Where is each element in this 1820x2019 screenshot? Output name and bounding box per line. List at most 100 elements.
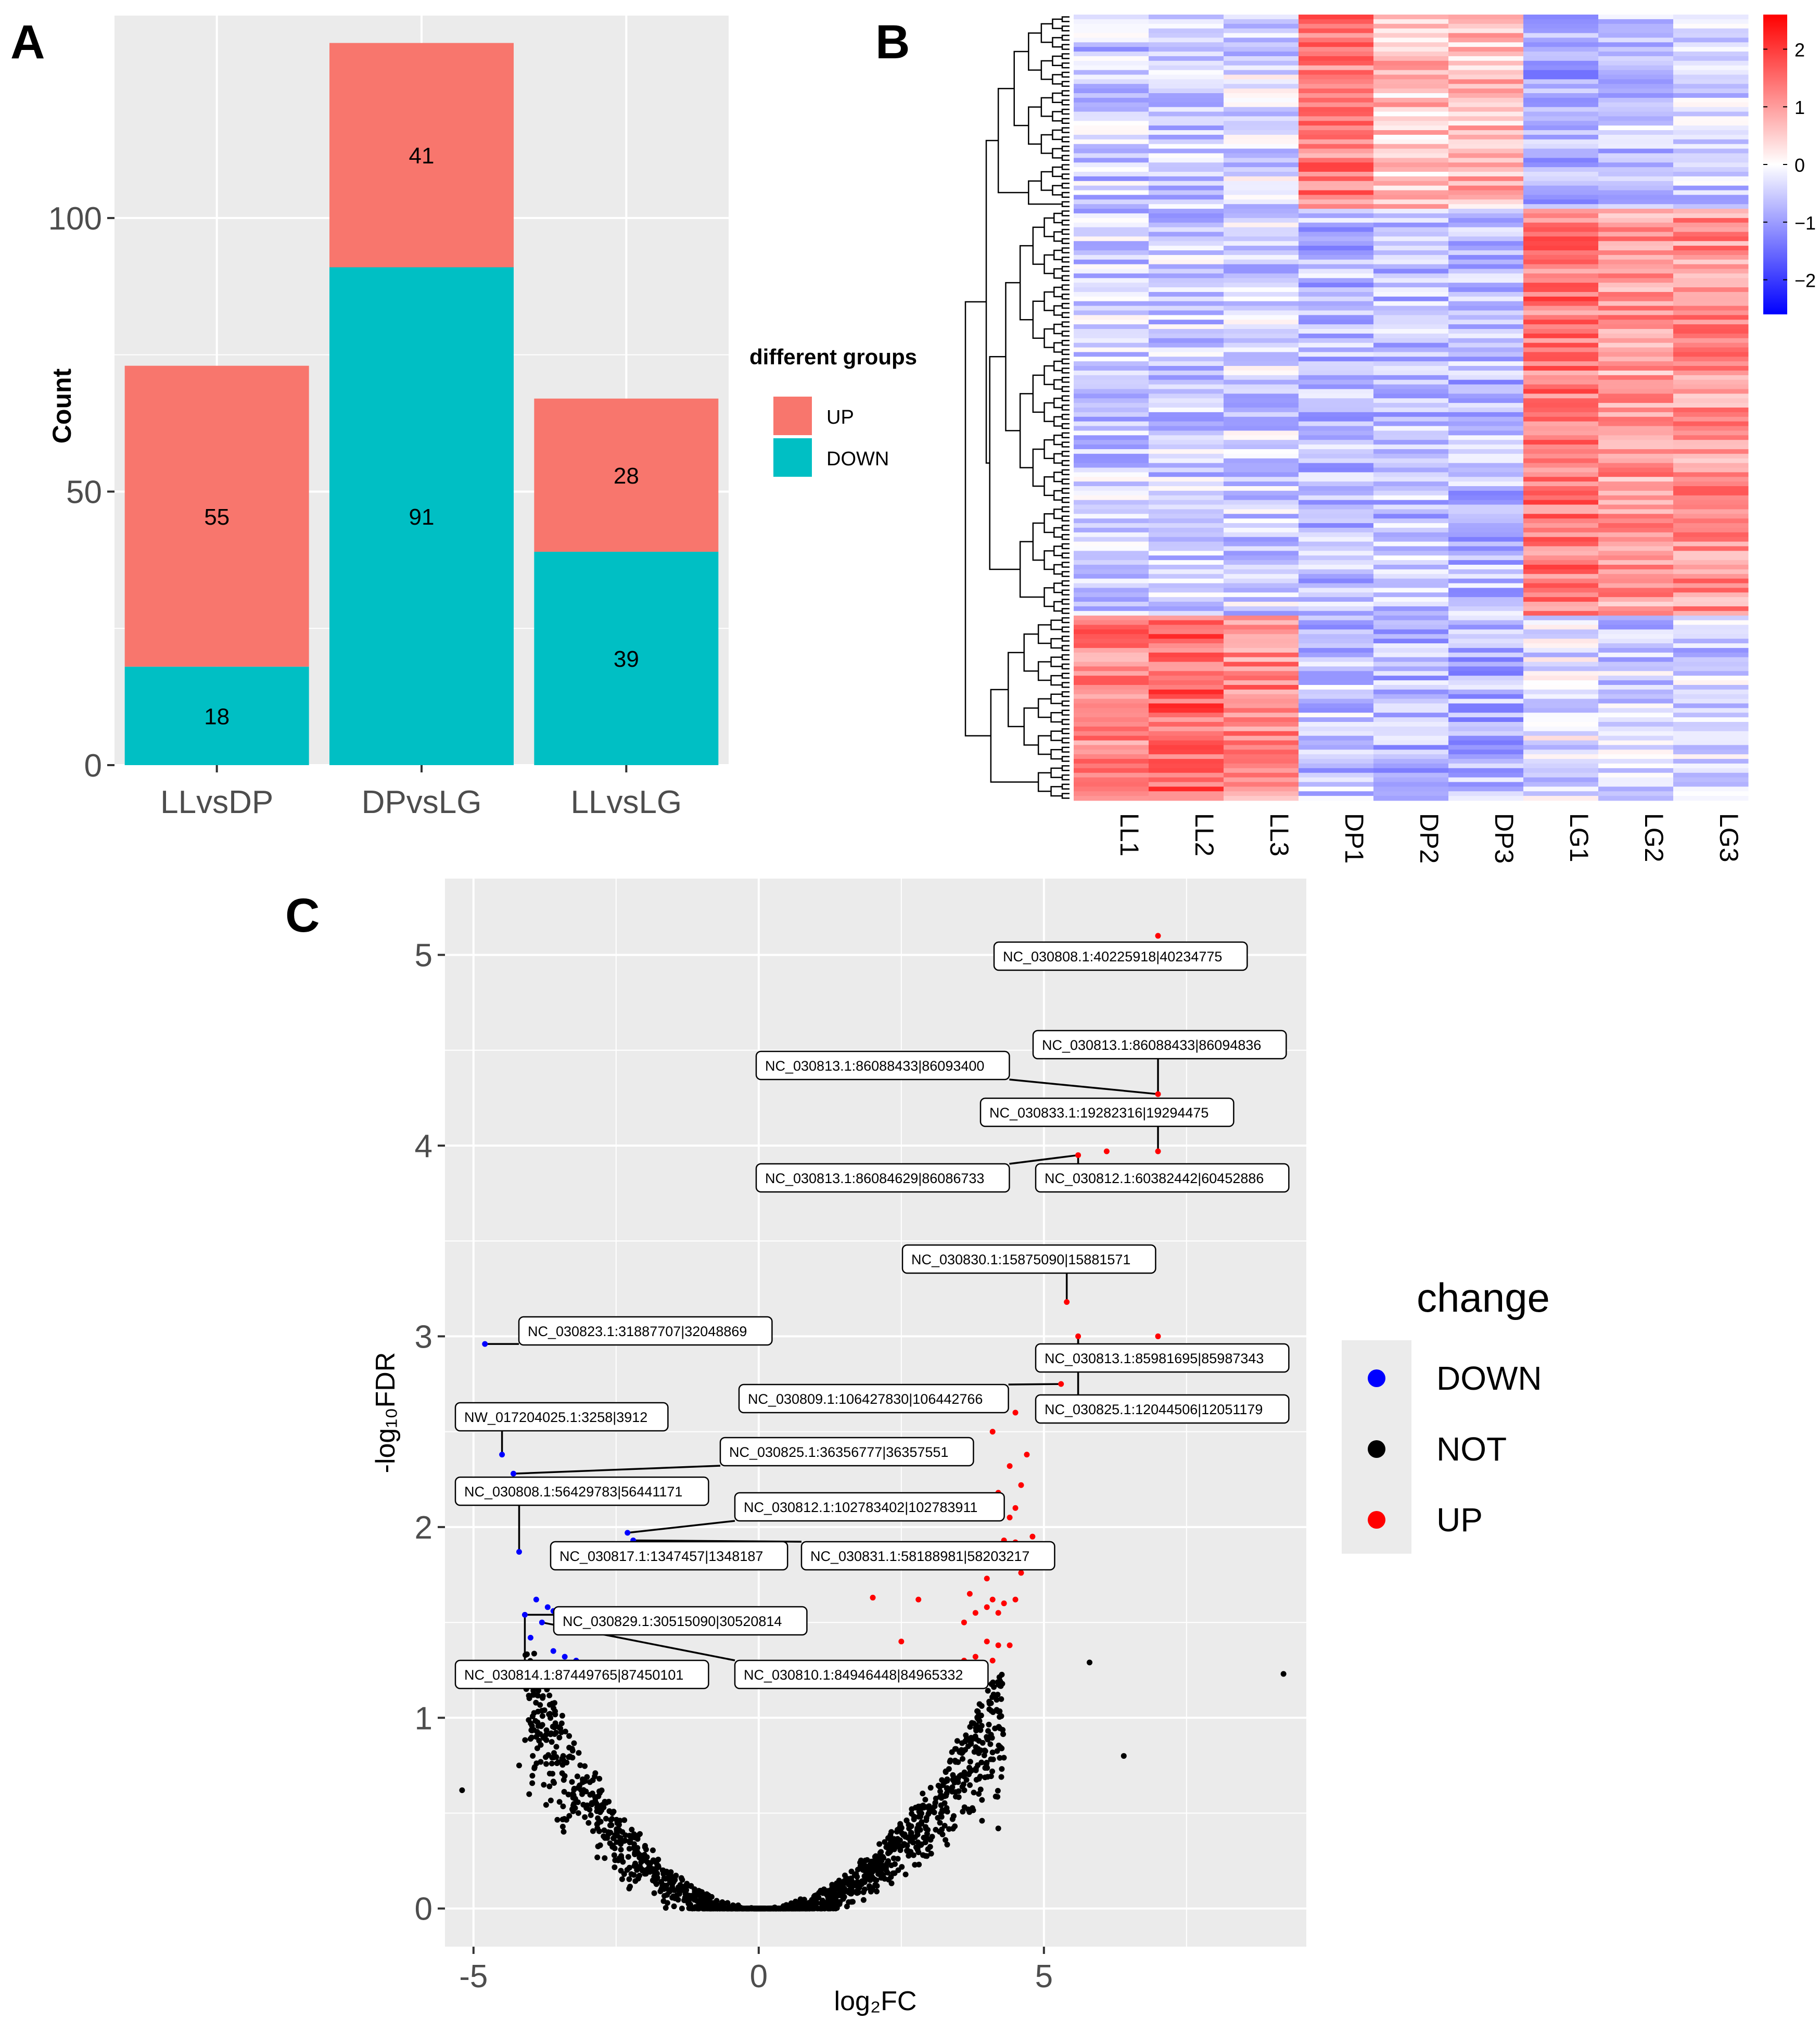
heatmap-cell (1149, 449, 1224, 454)
bar-x-tick-label: LLvsDP (160, 784, 273, 820)
heatmap-cell (1224, 699, 1299, 704)
heatmap-cell (1299, 269, 1374, 274)
heatmap-cell (1074, 588, 1149, 593)
heatmap-cell (1224, 694, 1299, 700)
volcano-point-not (952, 1746, 958, 1752)
heatmap-cell (1373, 250, 1449, 256)
heatmap-cell (1598, 283, 1674, 288)
volcano-point-not (927, 1785, 934, 1791)
volcano-point-not (918, 1813, 924, 1820)
heatmap-cell (1149, 504, 1224, 510)
volcano-label-text: NC_030808.1:40225918|40234775 (1003, 949, 1222, 964)
heatmap-cell (1224, 347, 1299, 352)
volcano-point-not (855, 1866, 861, 1873)
heatmap-cell (1598, 291, 1674, 297)
volcano-point-not (937, 1788, 944, 1795)
heatmap-cell (1598, 523, 1674, 528)
heatmap-cell (1523, 588, 1599, 593)
heatmap-cell (1074, 750, 1149, 755)
heatmap-cell (1299, 796, 1374, 801)
heatmap-cell (1673, 33, 1749, 38)
heatmap-cell (1598, 430, 1674, 436)
heatmap-cell (1598, 403, 1674, 408)
heatmap-cell (1598, 352, 1674, 357)
volcano-point-not (856, 1885, 862, 1891)
volcano-point-not (797, 1902, 804, 1909)
heatmap-cell (1448, 209, 1524, 214)
heatmap-cell (1523, 546, 1599, 551)
heatmap-cell (1074, 33, 1149, 38)
heatmap-cell (1598, 389, 1674, 394)
heatmap-cell (1149, 195, 1224, 200)
volcano-point-not (994, 1748, 1000, 1754)
heatmap-cell (1523, 139, 1599, 145)
heatmap-cell (1448, 329, 1524, 334)
volcano-point-not (618, 1837, 624, 1844)
volcano-point-not (599, 1807, 605, 1813)
heatmap-cell (1299, 315, 1374, 320)
heatmap-cell (1598, 463, 1674, 468)
heatmap-cell (1299, 514, 1374, 519)
heatmap-cell (1673, 296, 1749, 302)
volcano-point-not (920, 1852, 926, 1858)
heatmap-cell (1074, 555, 1149, 561)
heatmap-cell (1224, 634, 1299, 639)
heatmap-cell (1299, 246, 1374, 251)
volcano-point-not (992, 1725, 998, 1732)
heatmap-cell (1224, 97, 1299, 103)
volcano-point-not (927, 1837, 934, 1843)
bar-down-LLvsLG (534, 552, 719, 765)
heatmap-cell (1448, 134, 1524, 140)
heatmap-cell (1673, 606, 1749, 612)
heatmap-cell (1074, 342, 1149, 348)
heatmap-cell (1523, 440, 1599, 445)
heatmap-cell (1373, 463, 1449, 468)
heatmap-cell (1673, 172, 1749, 177)
volcano-point-not (554, 1760, 560, 1767)
volcano-point-not (844, 1903, 850, 1910)
bar-data-label-up: 55 (204, 504, 230, 530)
volcano-point-not (559, 1823, 566, 1830)
heatmap-cell (1448, 676, 1524, 681)
heatmap-cell (1673, 726, 1749, 732)
heatmap-cell (1673, 283, 1749, 288)
heatmap-cell (1224, 768, 1299, 773)
heatmap-cell (1523, 181, 1599, 186)
heatmap-cell (1149, 379, 1224, 385)
heatmap-cell (1149, 440, 1224, 445)
heatmap-cell (1448, 514, 1524, 519)
heatmap-cell (1074, 435, 1149, 440)
heatmap-cell (1074, 65, 1149, 71)
volcano-label-box (553, 1606, 808, 1636)
heatmap-cell (1373, 74, 1449, 80)
heatmap-cell (1673, 426, 1749, 431)
heatmap-cell (1523, 52, 1599, 57)
volcano-point-not (861, 1886, 868, 1893)
bar-data-label-down: 91 (409, 504, 435, 530)
heatmap-cell (1598, 759, 1674, 764)
heatmap-cell (1149, 708, 1224, 713)
heatmap-cell (1224, 139, 1299, 145)
heatmap-cell (1448, 222, 1524, 228)
volcano-point-not (988, 1708, 995, 1714)
volcano-point-not (529, 1780, 536, 1786)
heatmap-cell (1074, 139, 1149, 145)
heatmap-cell (1373, 301, 1449, 307)
heatmap-cell (1598, 264, 1674, 270)
heatmap-cell (1149, 241, 1224, 246)
volcano-point-not (957, 1773, 963, 1779)
heatmap-cell (1149, 158, 1224, 163)
heatmap-cell (1149, 172, 1224, 177)
volcano-label-leader (627, 1520, 735, 1534)
volcano-point-up (1001, 1600, 1007, 1606)
heatmap-cell (1523, 70, 1599, 75)
heatmap-cell (1673, 107, 1749, 112)
volcano-point-not (586, 1820, 592, 1826)
heatmap-cell (1373, 445, 1449, 450)
volcano-point-not (667, 1875, 673, 1882)
heatmap-cell (1149, 666, 1224, 671)
heatmap-cell (1299, 408, 1374, 413)
volcano-plot: NC_030808.1:40225918|40234775NC_030813.1… (371, 879, 1550, 2016)
heatmap-cell (1598, 74, 1674, 80)
volcano-point-not (632, 1862, 639, 1868)
